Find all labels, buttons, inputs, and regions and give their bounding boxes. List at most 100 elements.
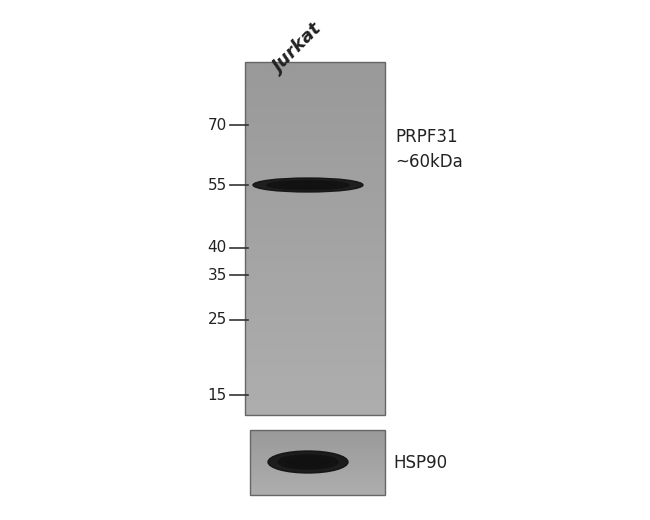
Bar [245, 124, 385, 126]
Bar [250, 456, 385, 457]
Bar [250, 431, 385, 432]
Bar [245, 185, 385, 186]
Bar [250, 438, 385, 439]
Bar [245, 69, 385, 71]
Bar [245, 226, 385, 227]
Bar [250, 432, 385, 433]
Bar [245, 137, 385, 139]
Bar [250, 469, 385, 470]
Bar [245, 62, 385, 415]
Bar [250, 494, 385, 495]
Bar [245, 210, 385, 212]
Bar [245, 216, 385, 218]
Bar [245, 96, 385, 98]
Bar [250, 484, 385, 485]
Bar [245, 382, 385, 384]
Bar [245, 301, 385, 303]
Bar [245, 125, 385, 127]
Bar [250, 430, 385, 495]
Bar [250, 445, 385, 446]
Bar [245, 146, 385, 147]
Bar [245, 357, 385, 359]
Bar [250, 452, 385, 453]
Bar [245, 105, 385, 106]
Bar [245, 358, 385, 360]
Bar [245, 240, 385, 241]
Bar [250, 474, 385, 475]
Bar [245, 248, 385, 250]
Bar [245, 334, 385, 335]
Bar [245, 107, 385, 108]
Bar [245, 288, 385, 290]
Bar [245, 401, 385, 402]
Bar [245, 134, 385, 135]
Bar [250, 432, 385, 433]
Bar [250, 450, 385, 451]
Bar [245, 250, 385, 252]
Bar [245, 106, 385, 107]
Bar [245, 323, 385, 325]
Bar [245, 212, 385, 213]
Bar [245, 234, 385, 236]
Bar [245, 249, 385, 251]
Bar [250, 434, 385, 435]
Bar [250, 468, 385, 469]
Bar [245, 270, 385, 272]
Bar [245, 392, 385, 393]
Bar [250, 447, 385, 448]
Bar [250, 489, 385, 490]
Bar [245, 133, 385, 134]
Bar [245, 300, 385, 302]
Bar [245, 136, 385, 138]
Bar [250, 492, 385, 493]
Bar [250, 458, 385, 459]
Bar [245, 156, 385, 158]
Bar [245, 178, 385, 180]
Bar [250, 446, 385, 447]
Bar [245, 267, 385, 268]
Bar [245, 405, 385, 406]
Bar [250, 477, 385, 478]
Bar [245, 269, 385, 271]
Bar [245, 371, 385, 373]
Bar [245, 213, 385, 214]
Bar [250, 436, 385, 437]
Bar [245, 116, 385, 118]
Ellipse shape [281, 182, 335, 188]
Bar [250, 475, 385, 476]
Bar [250, 470, 385, 471]
Bar [250, 469, 385, 470]
Bar [250, 482, 385, 483]
Bar [245, 414, 385, 415]
Bar [250, 472, 385, 473]
Bar [245, 239, 385, 240]
Bar [245, 221, 385, 223]
Bar [245, 111, 385, 113]
Bar [245, 255, 385, 257]
Bar [250, 479, 385, 480]
Bar [245, 360, 385, 361]
Bar [250, 475, 385, 476]
Bar [245, 321, 385, 322]
Bar [250, 480, 385, 481]
Bar [245, 183, 385, 185]
Bar [250, 439, 385, 440]
Bar [245, 94, 385, 96]
Bar [250, 445, 385, 446]
Bar [250, 435, 385, 436]
Bar [250, 482, 385, 483]
Text: 15: 15 [208, 387, 227, 402]
Bar [245, 76, 385, 78]
Bar [245, 280, 385, 281]
Bar [245, 64, 385, 66]
Bar [245, 203, 385, 205]
Ellipse shape [266, 180, 349, 190]
Bar [250, 444, 385, 445]
Bar [250, 487, 385, 488]
Bar [245, 73, 385, 74]
Bar [245, 287, 385, 289]
Bar [245, 123, 385, 125]
Bar [245, 276, 385, 278]
Bar [245, 204, 385, 206]
Bar [250, 487, 385, 488]
